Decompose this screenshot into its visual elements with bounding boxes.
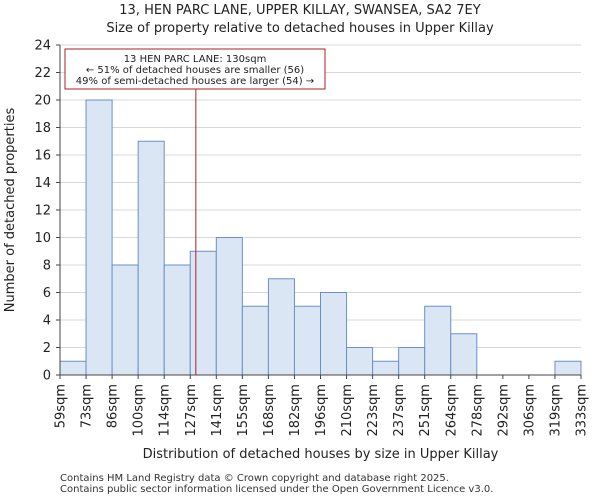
annotation-box: 13 HEN PARC LANE: 130sqm ← 51% of detach… — [64, 48, 326, 90]
y-tick-label: 6 — [43, 286, 51, 301]
bar — [85, 99, 113, 376]
bar — [450, 333, 478, 376]
y-tick-label: 0 — [43, 369, 51, 384]
bar — [267, 278, 295, 376]
annotation-line-3: 49% of semi-detached houses are larger (… — [76, 76, 314, 87]
bar — [137, 140, 165, 376]
x-tick-label: 141sqm — [210, 384, 225, 437]
bar — [59, 360, 87, 376]
x-tick-label: 155sqm — [236, 384, 251, 437]
y-axis-label: Number of detached properties — [3, 108, 18, 313]
x-ticks: 59sqm 73sqm 86sqm 100sqm 114sqm 127sqm 141sqm 1… — [54, 375, 590, 437]
x-tick-label: 86sqm — [106, 384, 121, 428]
x-tick-label: 278sqm — [470, 384, 485, 437]
x-tick-label: 251sqm — [418, 384, 433, 437]
y-tick-label: 2 — [43, 341, 51, 356]
annotation-line-1: 13 HEN PARC LANE: 130sqm — [124, 54, 267, 65]
bars — [59, 99, 582, 376]
x-tick-label: 196sqm — [314, 384, 329, 437]
annotation-frame — [64, 48, 326, 90]
x-tick-label: 100sqm — [132, 384, 147, 437]
x-tick-label: 73sqm — [80, 384, 95, 428]
x-tick-label: 59sqm — [54, 384, 69, 428]
x-tick-label: 210sqm — [340, 384, 355, 437]
x-tick-label: 168sqm — [262, 384, 277, 437]
bar — [215, 237, 243, 376]
bar — [189, 250, 217, 376]
x-tick-label: 319sqm — [548, 384, 563, 437]
bar — [554, 360, 582, 376]
bar — [111, 264, 139, 376]
x-tick-label: 292sqm — [496, 384, 511, 437]
y-tick-label: 22 — [34, 66, 51, 81]
x-tick-label: 333sqm — [575, 384, 590, 437]
bar — [346, 347, 374, 376]
y-tick-label: 8 — [43, 259, 51, 274]
bar — [424, 305, 452, 376]
y-tick-label: 16 — [34, 149, 51, 164]
chart-subtitle: Size of property relative to detached ho… — [106, 21, 494, 36]
annotation-line-2: ← 51% of detached houses are smaller (56… — [86, 65, 304, 76]
y-tick-label: 12 — [34, 204, 51, 219]
y-tick-label: 20 — [34, 94, 51, 109]
y-tick-label: 18 — [34, 121, 51, 136]
y-tick-label: 4 — [43, 314, 51, 329]
chart-title: 13, HEN PARC LANE, UPPER KILLAY, SWANSEA… — [119, 3, 481, 18]
bar — [163, 264, 191, 376]
footer-line-1: Contains HM Land Registry data © Crown c… — [60, 473, 449, 484]
y-tick-label: 24 — [34, 39, 51, 54]
bar — [320, 292, 348, 376]
y-tick-label: 14 — [34, 176, 51, 191]
footer-line-2: Contains public sector information licen… — [60, 484, 494, 495]
x-tick-label: 182sqm — [288, 384, 303, 437]
x-tick-label: 264sqm — [444, 384, 459, 437]
x-axis-label: Distribution of detached houses by size … — [143, 447, 499, 462]
x-tick-label: 127sqm — [184, 384, 199, 437]
bar — [293, 305, 322, 376]
x-tick-label: 114sqm — [158, 384, 173, 437]
x-tick-label: 223sqm — [366, 384, 381, 437]
x-tick-label: 237sqm — [392, 384, 407, 437]
bar — [372, 360, 400, 376]
y-tick-label: 10 — [34, 231, 51, 246]
bar — [398, 347, 426, 376]
bar — [241, 305, 269, 376]
x-tick-label: 306sqm — [522, 384, 537, 437]
